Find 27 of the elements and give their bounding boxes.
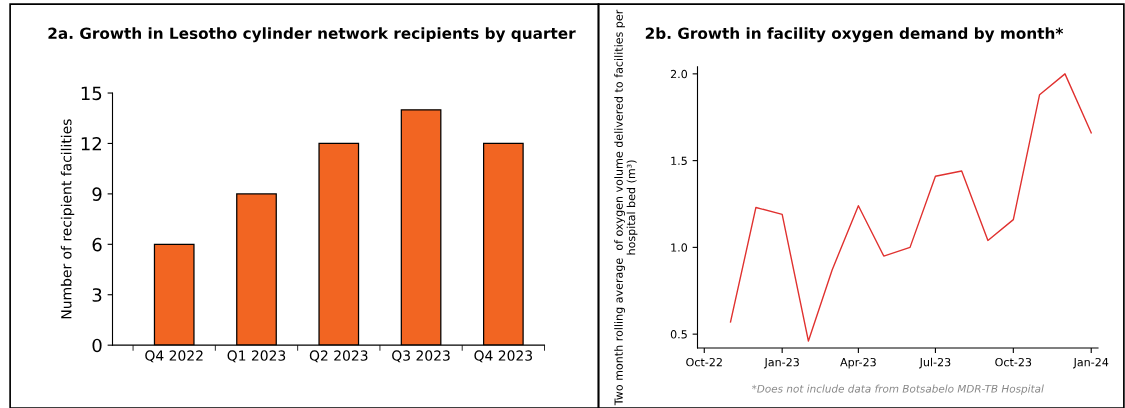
- x-tick-label: Q3 2023: [392, 350, 450, 363]
- line-series: [729, 73, 1092, 342]
- x-tick-label: Q4 2023: [474, 350, 533, 363]
- x-tick-label: Jan-24: [1073, 357, 1109, 369]
- y-axis-title: Two month rolling average of oxygen volume delivered to facilities per hospital bed (m³): [614, 9, 638, 406]
- y-axis-title: Number of recipient facilities: [60, 119, 75, 319]
- x-tick-label: Jul-23: [919, 357, 951, 369]
- text: *Does not include data from Botsabelo MDR-TB Hospital: [751, 384, 1044, 395]
- chart-title: 2b. Growth in facility oxygen demand by month*: [645, 27, 1064, 43]
- x-tick-label: Oct-23: [995, 357, 1032, 367]
- y-tick-label: 3: [92, 288, 102, 302]
- y-tick-label: 1.5: [671, 156, 687, 165]
- y-tick-label: 0.5: [670, 330, 687, 339]
- x-tick-label: Q1 2023: [227, 350, 286, 363]
- y-tick-label: 1.0: [671, 243, 688, 252]
- y-tick-label: 15: [81, 86, 102, 101]
- x-tick-label: Q4 2022: [145, 350, 203, 363]
- x-tick-label: Jan-23: [763, 357, 799, 369]
- y-tick-label: 2.0: [670, 69, 688, 79]
- chart-title: 2a. Growth in Lesotho cylinder network recipients by quarter: [48, 27, 576, 43]
- y-tick-label: 9: [92, 187, 102, 201]
- y-tick-label: 0: [92, 338, 102, 353]
- x-tick-label: Oct-22: [686, 357, 722, 367]
- y-tick-label: 12: [81, 136, 101, 151]
- y-tick-label: 6: [92, 237, 102, 252]
- x-tick-label: Q2 2023: [309, 350, 368, 363]
- x-tick-label: Apr-23: [840, 357, 876, 369]
